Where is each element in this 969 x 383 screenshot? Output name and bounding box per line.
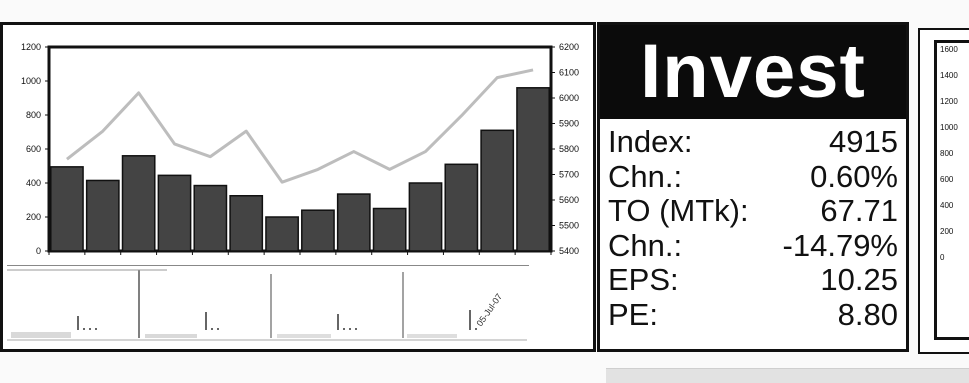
thumbnail-sparklines (7, 266, 529, 344)
left-tick-label: 0 (36, 246, 41, 256)
right-tick-label: 5600 (559, 195, 579, 205)
volume-bar (266, 217, 298, 251)
volume-bar (51, 167, 83, 251)
volume-bar (409, 183, 441, 251)
secondary-tick-label: 1400 (940, 71, 958, 80)
volume-bar (445, 164, 477, 251)
index-chart-panel: 0 200 400 600 800 1000 1200 5400 5500 5600 5700 580… (0, 22, 596, 352)
volume-bar (158, 175, 190, 251)
volume-bar (302, 210, 334, 251)
stat-row: EPS: 10.25 (608, 261, 898, 299)
stat-value: 0.60% (810, 158, 898, 196)
secondary-tick-label: 200 (940, 227, 953, 236)
stat-row: Chn.: 0.60% (608, 158, 898, 196)
secondary-tick-label: 1000 (940, 123, 958, 132)
volume-bar (338, 194, 370, 251)
invest-summary-box: Invest Index: 4915 Chn.: 0.60% TO (MTk): 67.7… (597, 22, 909, 352)
stat-value: 67.71 (820, 192, 898, 230)
secondary-chart-frame: 1600 1400 1200 1000 800 600 400 200 0 (934, 40, 969, 340)
left-tick-label: 400 (26, 178, 41, 188)
secondary-tick-label: 0 (940, 253, 944, 262)
secondary-tick-label: 1600 (940, 45, 958, 54)
right-tick-label: 5800 (559, 144, 579, 154)
left-tick-label: 800 (26, 110, 41, 120)
right-tick-label: 6100 (559, 68, 579, 78)
secondary-tick-label: 1200 (940, 97, 958, 106)
secondary-tick-label: 600 (940, 175, 953, 184)
right-tick-label: 5900 (559, 119, 579, 129)
stat-row: TO (MTk): 67.71 (608, 192, 898, 230)
stat-value: -14.79% (783, 227, 898, 265)
volume-bar (517, 88, 549, 251)
stat-row: Index: 4915 (608, 123, 898, 161)
stat-label: Chn.: (608, 158, 682, 196)
right-tick-label: 5400 (559, 246, 579, 256)
stat-value: 10.25 (820, 261, 898, 299)
thumbnail-strip (7, 265, 529, 344)
right-tick-label: 6200 (559, 42, 579, 52)
stat-label: TO (MTk): (608, 192, 749, 230)
stat-value: 8.80 (838, 296, 898, 334)
stat-row: Chn.: -14.79% (608, 227, 898, 265)
volume-bar (194, 186, 226, 251)
volume-bar (481, 130, 513, 251)
volume-bar (123, 156, 155, 251)
volume-bar (87, 180, 119, 251)
volume-bar (374, 209, 406, 252)
stat-label: EPS: (608, 261, 679, 299)
invest-title: Invest (600, 25, 906, 119)
stat-label: PE: (608, 296, 658, 334)
right-tick-label: 5700 (559, 170, 579, 180)
stat-value: 4915 (829, 123, 898, 161)
secondary-chart-panel: 1600 1400 1200 1000 800 600 400 200 0 (918, 28, 969, 354)
right-tick-label: 6000 (559, 93, 579, 103)
left-tick-label: 1200 (21, 42, 41, 52)
stat-row: PE: 8.80 (608, 296, 898, 334)
volume-bar (230, 196, 262, 251)
left-tick-label: 600 (26, 144, 41, 154)
left-tick-label: 200 (26, 212, 41, 222)
stat-label: Index: (608, 123, 692, 161)
secondary-tick-label: 800 (940, 149, 953, 158)
right-tick-label: 5500 (559, 221, 579, 231)
stat-label: Chn.: (608, 227, 682, 265)
secondary-tick-label: 400 (940, 201, 953, 210)
left-tick-label: 1000 (21, 76, 41, 86)
bottom-strip (606, 368, 969, 383)
